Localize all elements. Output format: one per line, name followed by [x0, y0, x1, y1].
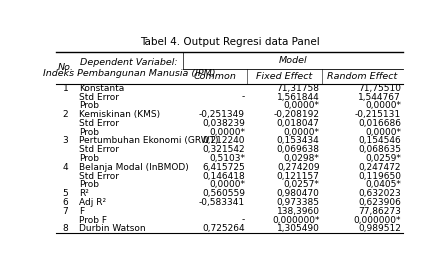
Text: Common: Common [194, 72, 236, 81]
Text: 0,000000*: 0,000000* [353, 216, 401, 225]
Text: Prob F: Prob F [79, 216, 107, 225]
Text: No.: No. [57, 63, 73, 72]
Text: Random Effect: Random Effect [327, 72, 397, 81]
Text: 6: 6 [63, 198, 69, 207]
Text: 0,153434: 0,153434 [277, 137, 319, 145]
Text: 0,018047: 0,018047 [277, 119, 319, 128]
Text: 0,068635: 0,068635 [358, 145, 401, 154]
Text: F: F [79, 207, 84, 216]
Text: Pertumbuhan Ekonomi (GRWT): Pertumbuhan Ekonomi (GRWT) [79, 137, 219, 145]
Text: Std Error: Std Error [79, 172, 119, 181]
Text: Durbin Watson: Durbin Watson [79, 224, 146, 233]
Text: 0,725264: 0,725264 [202, 224, 245, 233]
Text: Prob: Prob [79, 154, 99, 163]
Text: 0,119650: 0,119650 [358, 172, 401, 181]
Text: 0,154546: 0,154546 [358, 137, 401, 145]
Text: 0,0000*: 0,0000* [284, 128, 319, 137]
Text: Std Error: Std Error [79, 145, 119, 154]
Text: 0,980470: 0,980470 [277, 189, 319, 198]
Text: 0,321542: 0,321542 [202, 145, 245, 154]
Text: 0,0000*: 0,0000* [365, 128, 401, 137]
Text: 0,623906: 0,623906 [358, 198, 401, 207]
Text: 0,0000*: 0,0000* [284, 101, 319, 110]
Text: R²: R² [79, 189, 89, 198]
Text: Kemiskinan (KMS): Kemiskinan (KMS) [79, 110, 160, 119]
Text: Prob: Prob [79, 180, 99, 189]
Text: 2: 2 [63, 110, 69, 119]
Text: 6,415725: 6,415725 [202, 163, 245, 172]
Text: 1: 1 [63, 84, 69, 93]
Text: 0,000000*: 0,000000* [272, 216, 319, 225]
Text: 0,0298*: 0,0298* [284, 154, 319, 163]
Text: 0,0000*: 0,0000* [365, 101, 401, 110]
Text: 0,016686: 0,016686 [358, 119, 401, 128]
Text: Std Error: Std Error [79, 92, 119, 102]
Text: Dependent Variabel:
Indeks Pembangunan Manusia (IPM): Dependent Variabel: Indeks Pembangunan M… [43, 58, 215, 78]
Text: -0,208192: -0,208192 [274, 110, 319, 119]
Text: -: - [241, 216, 245, 225]
Text: Prob: Prob [79, 101, 99, 110]
Text: 0,212240: 0,212240 [202, 137, 245, 145]
Text: 5: 5 [63, 189, 69, 198]
Text: 0,632023: 0,632023 [358, 189, 401, 198]
Text: Prob: Prob [79, 128, 99, 137]
Text: Tabel 4. Output Regresi data Panel: Tabel 4. Output Regresi data Panel [140, 36, 319, 47]
Text: 71,75510: 71,75510 [358, 84, 401, 93]
Text: -0,583341: -0,583341 [199, 198, 245, 207]
Text: 0,121157: 0,121157 [277, 172, 319, 181]
Text: 8: 8 [63, 224, 69, 233]
Text: 4: 4 [63, 163, 69, 172]
Text: 0,0000*: 0,0000* [209, 180, 245, 189]
Text: 77,86273: 77,86273 [358, 207, 401, 216]
Text: 0,560559: 0,560559 [202, 189, 245, 198]
Text: 0,5103*: 0,5103* [209, 154, 245, 163]
Text: Konstanta: Konstanta [79, 84, 125, 93]
Text: 1,561844: 1,561844 [277, 92, 319, 102]
Text: 7: 7 [63, 207, 69, 216]
Text: Belanja Modal (lnBMOD): Belanja Modal (lnBMOD) [79, 163, 189, 172]
Text: 0,146418: 0,146418 [202, 172, 245, 181]
Text: 0,0259*: 0,0259* [365, 154, 401, 163]
Text: 0,274209: 0,274209 [277, 163, 319, 172]
Text: 0,038239: 0,038239 [202, 119, 245, 128]
Text: 0,069638: 0,069638 [276, 145, 319, 154]
Text: Adj R²: Adj R² [79, 198, 106, 207]
Text: 71,31758: 71,31758 [276, 84, 319, 93]
Text: 1,305490: 1,305490 [277, 224, 319, 233]
Text: 0,989512: 0,989512 [358, 224, 401, 233]
Text: Fixed Effect: Fixed Effect [256, 72, 312, 81]
Text: Std Error: Std Error [79, 119, 119, 128]
Text: 0,0000*: 0,0000* [209, 128, 245, 137]
Text: 138,3960: 138,3960 [276, 207, 319, 216]
Text: -: - [241, 92, 245, 102]
Text: 1,544767: 1,544767 [358, 92, 401, 102]
Text: -0,215131: -0,215131 [355, 110, 401, 119]
Text: 3: 3 [63, 137, 69, 145]
Text: 0,973385: 0,973385 [276, 198, 319, 207]
Text: Model: Model [279, 56, 307, 65]
Text: 0,0405*: 0,0405* [365, 180, 401, 189]
Text: 0,247472: 0,247472 [358, 163, 401, 172]
Text: 0,0257*: 0,0257* [284, 180, 319, 189]
Text: -0,251349: -0,251349 [199, 110, 245, 119]
